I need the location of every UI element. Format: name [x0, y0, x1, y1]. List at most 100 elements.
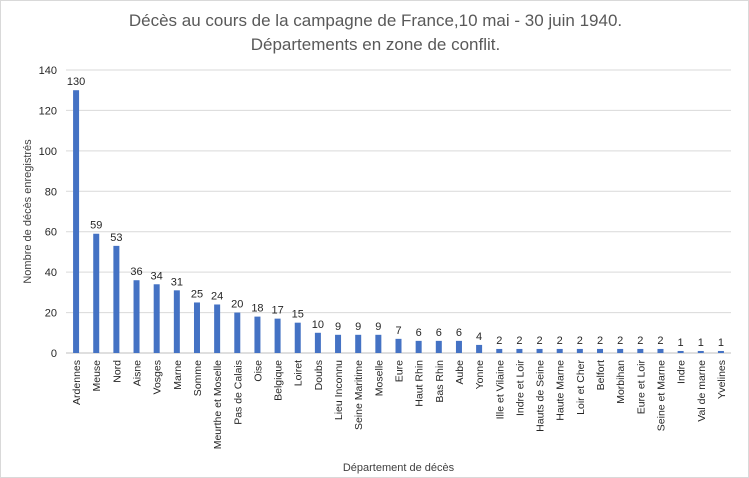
data-label: 17: [271, 305, 283, 317]
data-label: 6: [456, 327, 462, 339]
bar: [576, 348, 583, 353]
bar: [697, 350, 704, 353]
x-tick-label: Oise: [252, 360, 264, 382]
data-label: 130: [67, 76, 85, 88]
data-label: 59: [90, 220, 102, 232]
bar: [435, 340, 442, 353]
data-label: 6: [416, 327, 422, 339]
bar: [254, 316, 261, 353]
bar: [335, 334, 342, 353]
bar: [314, 332, 321, 353]
data-label: 1: [698, 337, 704, 349]
bar: [93, 233, 100, 353]
y-tick-label: 0: [51, 348, 57, 360]
x-tick-label: Belfort: [595, 360, 607, 390]
bar: [375, 334, 382, 353]
x-tick-label: Moselle: [373, 360, 385, 396]
bar: [536, 348, 543, 353]
chart-subtitle: Départements en zone de conflit.: [250, 35, 501, 54]
x-tick-label: Pas de Calais: [232, 360, 244, 425]
y-tick-label: 120: [39, 105, 57, 117]
data-label: 2: [496, 335, 502, 347]
x-tick-label: Ardennes: [71, 360, 83, 405]
bar: [415, 340, 422, 353]
x-tick-label: Haut Rhin: [414, 360, 426, 407]
x-tick-label: Hauts de Seine: [535, 360, 547, 432]
x-tick-label: Eure et Loir: [635, 359, 647, 414]
x-tick-label: Seine Maritime: [353, 360, 365, 430]
y-tick-label: 20: [45, 308, 57, 320]
data-label: 10: [312, 319, 324, 331]
x-tick-label: Meurthe et Moselle: [212, 360, 224, 449]
data-label: 2: [617, 335, 623, 347]
gridlines: [66, 69, 731, 354]
x-tick-label: Aube: [454, 360, 466, 385]
bar: [677, 350, 684, 353]
data-label: 31: [171, 276, 183, 288]
x-axis-ticks: Ardennes Meuse Nord Aisne Vosges Marne Somme Me…: [71, 359, 728, 449]
x-tick-label: Morbihan: [615, 360, 627, 404]
bar: [133, 280, 140, 353]
bar: [234, 312, 241, 353]
data-label: 6: [436, 327, 442, 339]
data-label: 1: [678, 337, 684, 349]
x-tick-label: Belgique: [273, 360, 285, 401]
x-tick-label: Loir et Cher: [575, 359, 587, 414]
data-label: 25: [191, 288, 203, 300]
bar: [496, 348, 503, 353]
bar: [193, 302, 200, 353]
data-label: 7: [395, 325, 401, 337]
x-tick-label: Indre: [676, 360, 688, 384]
data-label: 9: [335, 321, 341, 333]
bar: [516, 348, 523, 353]
x-tick-label: Val de marne: [696, 360, 708, 422]
bar: [637, 348, 644, 353]
bar: [113, 245, 120, 353]
x-tick-label: Eure: [394, 360, 406, 382]
x-tick-label: Bas Rhin: [434, 360, 446, 403]
data-label: 53: [110, 232, 122, 244]
data-label: 24: [211, 290, 223, 302]
data-label: 36: [130, 266, 142, 278]
data-label: 1: [718, 337, 724, 349]
x-tick-label: Doubs: [313, 360, 325, 390]
chart-title: Décès au cours de la campagne de France,…: [128, 11, 623, 30]
bar: [556, 348, 563, 353]
y-tick-label: 60: [45, 227, 57, 239]
x-tick-label: Vosges: [152, 360, 164, 394]
data-label: 34: [151, 270, 163, 282]
x-tick-label: Somme: [192, 360, 204, 396]
data-label: 20: [231, 299, 243, 311]
y-tick-label: 100: [39, 146, 57, 158]
bar: [455, 340, 462, 353]
y-axis-ticks: 0 20 40 60 80 100 120 140: [39, 65, 57, 360]
bar: [355, 334, 362, 353]
bar: [214, 304, 221, 353]
data-label: 18: [251, 303, 263, 315]
bar: [73, 90, 80, 353]
data-label: 2: [637, 335, 643, 347]
bar: [294, 322, 301, 353]
data-label: 2: [557, 335, 563, 347]
bar: [657, 348, 664, 353]
x-axis-title: Département de décès: [343, 462, 455, 474]
x-tick-label: Seine et Marne: [655, 360, 667, 431]
bar: [153, 284, 160, 353]
data-label: 9: [375, 321, 381, 333]
bar: [395, 338, 402, 353]
data-label: 2: [536, 335, 542, 347]
data-labels: 130 59 53 36 34 31 25 24 20 18 17 15 10 9 9 9 7 6 6 6 4 2 2 2 2 2…: [67, 76, 724, 349]
x-tick-label: Yonne: [474, 360, 486, 390]
y-axis-title: Nombre de décès enregistrés: [22, 139, 34, 284]
y-tick-label: 80: [45, 186, 57, 198]
x-tick-label: Yvelines: [716, 360, 728, 399]
bar: [476, 344, 483, 353]
data-label: 2: [577, 335, 583, 347]
data-label: 2: [657, 335, 663, 347]
x-tick-label: Nord: [111, 360, 123, 383]
bar: [597, 348, 604, 353]
data-label: 15: [292, 309, 304, 321]
x-tick-label: Aisne: [132, 360, 144, 386]
